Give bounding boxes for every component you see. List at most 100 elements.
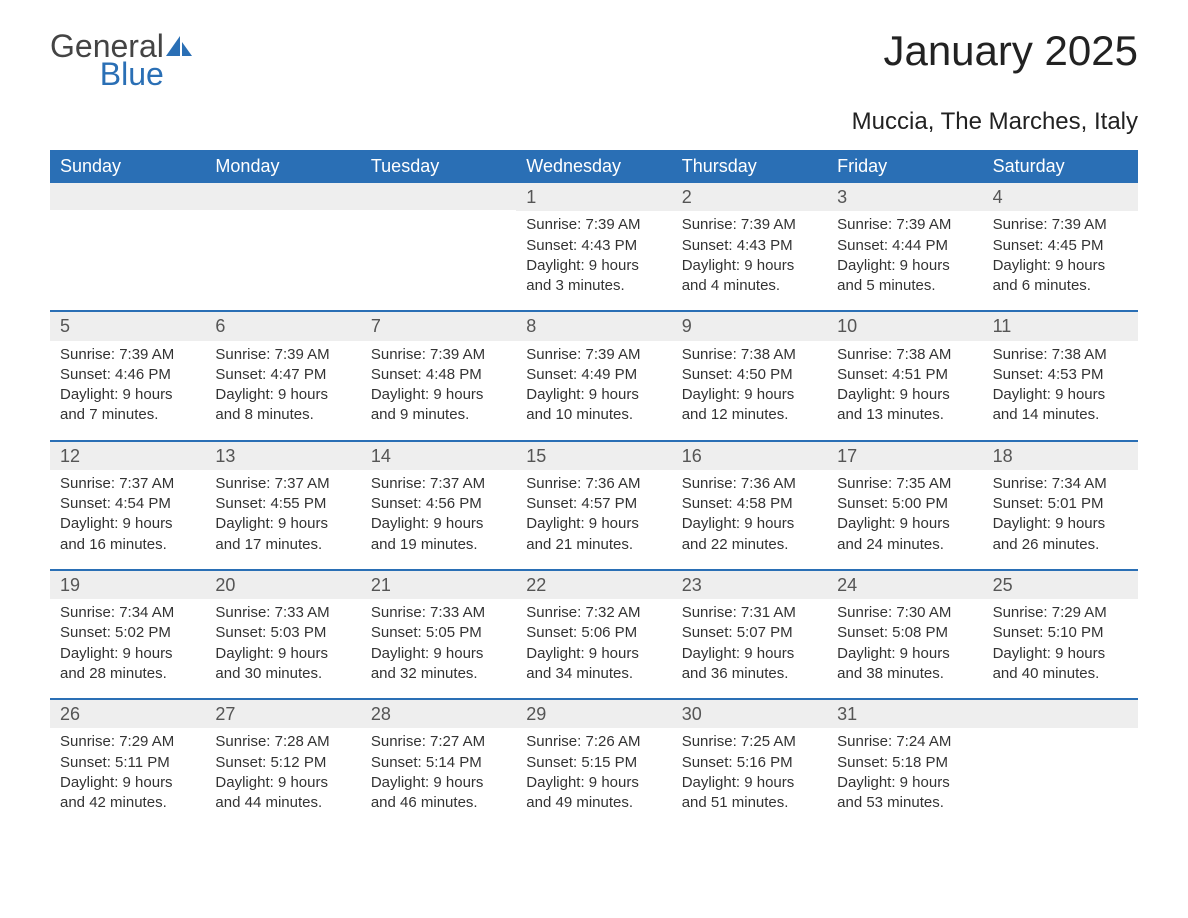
sunset-text: Sunset: 5:02 PM xyxy=(60,623,195,643)
day-number: 12 xyxy=(50,440,205,470)
dow-wednesday: Wednesday xyxy=(516,150,671,183)
sunrise-text: Sunrise: 7:38 AM xyxy=(993,345,1128,365)
daylight-text: Daylight: 9 hours and 46 minutes. xyxy=(371,773,506,814)
day-number: 24 xyxy=(827,569,982,599)
sunset-text: Sunset: 4:43 PM xyxy=(526,236,661,256)
sunset-text: Sunset: 5:01 PM xyxy=(993,494,1128,514)
day-number: 5 xyxy=(50,310,205,340)
day-number: 29 xyxy=(516,698,671,728)
sunset-text: Sunset: 4:43 PM xyxy=(682,236,817,256)
sunrise-text: Sunrise: 7:24 AM xyxy=(837,732,972,752)
day-body: Sunrise: 7:39 AMSunset: 4:43 PMDaylight:… xyxy=(672,211,827,310)
sunset-text: Sunset: 5:08 PM xyxy=(837,623,972,643)
day-body: Sunrise: 7:36 AMSunset: 4:57 PMDaylight:… xyxy=(516,470,671,569)
sunrise-text: Sunrise: 7:36 AM xyxy=(682,474,817,494)
daylight-text: Daylight: 9 hours and 44 minutes. xyxy=(215,773,350,814)
daylight-text: Daylight: 9 hours and 40 minutes. xyxy=(993,644,1128,685)
daylight-text: Daylight: 9 hours and 3 minutes. xyxy=(526,256,661,297)
daylight-text: Daylight: 9 hours and 4 minutes. xyxy=(682,256,817,297)
sunrise-text: Sunrise: 7:32 AM xyxy=(526,603,661,623)
day-number: 23 xyxy=(672,569,827,599)
sunrise-text: Sunrise: 7:37 AM xyxy=(371,474,506,494)
daylight-text: Daylight: 9 hours and 13 minutes. xyxy=(837,385,972,426)
sunrise-text: Sunrise: 7:28 AM xyxy=(215,732,350,752)
day-body: Sunrise: 7:33 AMSunset: 5:03 PMDaylight:… xyxy=(205,599,360,698)
daylight-text: Daylight: 9 hours and 24 minutes. xyxy=(837,514,972,555)
day-number: 17 xyxy=(827,440,982,470)
day-body: Sunrise: 7:37 AMSunset: 4:56 PMDaylight:… xyxy=(361,470,516,569)
day-body: Sunrise: 7:24 AMSunset: 5:18 PMDaylight:… xyxy=(827,728,982,827)
sunrise-text: Sunrise: 7:39 AM xyxy=(526,215,661,235)
sunset-text: Sunset: 4:48 PM xyxy=(371,365,506,385)
daylight-text: Daylight: 9 hours and 22 minutes. xyxy=(682,514,817,555)
day-body: Sunrise: 7:39 AMSunset: 4:48 PMDaylight:… xyxy=(361,341,516,440)
day-body: Sunrise: 7:28 AMSunset: 5:12 PMDaylight:… xyxy=(205,728,360,827)
sunset-text: Sunset: 4:45 PM xyxy=(993,236,1128,256)
daylight-text: Daylight: 9 hours and 8 minutes. xyxy=(215,385,350,426)
day-of-week-header: Sunday Monday Tuesday Wednesday Thursday… xyxy=(50,150,1138,183)
sunrise-text: Sunrise: 7:39 AM xyxy=(993,215,1128,235)
day-body: Sunrise: 7:33 AMSunset: 5:05 PMDaylight:… xyxy=(361,599,516,698)
day-cell: 5Sunrise: 7:39 AMSunset: 4:46 PMDaylight… xyxy=(50,310,205,439)
brand-text: General Blue xyxy=(50,30,164,90)
sunset-text: Sunset: 4:57 PM xyxy=(526,494,661,514)
dow-friday: Friday xyxy=(827,150,982,183)
day-cell: 12Sunrise: 7:37 AMSunset: 4:54 PMDayligh… xyxy=(50,440,205,569)
day-number: 26 xyxy=(50,698,205,728)
sunset-text: Sunset: 5:10 PM xyxy=(993,623,1128,643)
day-cell: 24Sunrise: 7:30 AMSunset: 5:08 PMDayligh… xyxy=(827,569,982,698)
dow-tuesday: Tuesday xyxy=(361,150,516,183)
day-number: 15 xyxy=(516,440,671,470)
dow-saturday: Saturday xyxy=(983,150,1138,183)
week-row: 19Sunrise: 7:34 AMSunset: 5:02 PMDayligh… xyxy=(50,569,1138,698)
day-number: 30 xyxy=(672,698,827,728)
daylight-text: Daylight: 9 hours and 16 minutes. xyxy=(60,514,195,555)
sunrise-text: Sunrise: 7:34 AM xyxy=(60,603,195,623)
sunrise-text: Sunrise: 7:34 AM xyxy=(993,474,1128,494)
day-cell: 18Sunrise: 7:34 AMSunset: 5:01 PMDayligh… xyxy=(983,440,1138,569)
daylight-text: Daylight: 9 hours and 34 minutes. xyxy=(526,644,661,685)
day-number: 2 xyxy=(672,183,827,211)
sunset-text: Sunset: 4:47 PM xyxy=(215,365,350,385)
week-row: 26Sunrise: 7:29 AMSunset: 5:11 PMDayligh… xyxy=(50,698,1138,827)
day-number: 22 xyxy=(516,569,671,599)
sunset-text: Sunset: 4:51 PM xyxy=(837,365,972,385)
daylight-text: Daylight: 9 hours and 28 minutes. xyxy=(60,644,195,685)
sunrise-text: Sunrise: 7:37 AM xyxy=(60,474,195,494)
day-cell: 9Sunrise: 7:38 AMSunset: 4:50 PMDaylight… xyxy=(672,310,827,439)
page-title: January 2025 xyxy=(883,30,1138,72)
day-body: Sunrise: 7:36 AMSunset: 4:58 PMDaylight:… xyxy=(672,470,827,569)
sunset-text: Sunset: 4:44 PM xyxy=(837,236,972,256)
empty-day-strip xyxy=(361,183,516,210)
sunrise-text: Sunrise: 7:39 AM xyxy=(60,345,195,365)
day-body: Sunrise: 7:38 AMSunset: 4:51 PMDaylight:… xyxy=(827,341,982,440)
daylight-text: Daylight: 9 hours and 19 minutes. xyxy=(371,514,506,555)
sunrise-text: Sunrise: 7:29 AM xyxy=(993,603,1128,623)
daylight-text: Daylight: 9 hours and 17 minutes. xyxy=(215,514,350,555)
day-cell: 30Sunrise: 7:25 AMSunset: 5:16 PMDayligh… xyxy=(672,698,827,827)
sunset-text: Sunset: 5:06 PM xyxy=(526,623,661,643)
empty-day-strip xyxy=(50,183,205,210)
day-number: 3 xyxy=(827,183,982,211)
day-body: Sunrise: 7:34 AMSunset: 5:01 PMDaylight:… xyxy=(983,470,1138,569)
day-number: 10 xyxy=(827,310,982,340)
day-number: 9 xyxy=(672,310,827,340)
day-cell xyxy=(361,183,516,310)
day-cell: 11Sunrise: 7:38 AMSunset: 4:53 PMDayligh… xyxy=(983,310,1138,439)
day-cell: 7Sunrise: 7:39 AMSunset: 4:48 PMDaylight… xyxy=(361,310,516,439)
day-number: 11 xyxy=(983,310,1138,340)
day-body: Sunrise: 7:30 AMSunset: 5:08 PMDaylight:… xyxy=(827,599,982,698)
day-body: Sunrise: 7:39 AMSunset: 4:43 PMDaylight:… xyxy=(516,211,671,310)
day-number: 20 xyxy=(205,569,360,599)
sunrise-text: Sunrise: 7:29 AM xyxy=(60,732,195,752)
day-cell: 29Sunrise: 7:26 AMSunset: 5:15 PMDayligh… xyxy=(516,698,671,827)
daylight-text: Daylight: 9 hours and 10 minutes. xyxy=(526,385,661,426)
day-body: Sunrise: 7:37 AMSunset: 4:55 PMDaylight:… xyxy=(205,470,360,569)
day-number: 14 xyxy=(361,440,516,470)
day-number: 25 xyxy=(983,569,1138,599)
empty-day-strip xyxy=(205,183,360,210)
day-body: Sunrise: 7:26 AMSunset: 5:15 PMDaylight:… xyxy=(516,728,671,827)
day-cell: 15Sunrise: 7:36 AMSunset: 4:57 PMDayligh… xyxy=(516,440,671,569)
sunset-text: Sunset: 4:53 PM xyxy=(993,365,1128,385)
day-cell: 28Sunrise: 7:27 AMSunset: 5:14 PMDayligh… xyxy=(361,698,516,827)
